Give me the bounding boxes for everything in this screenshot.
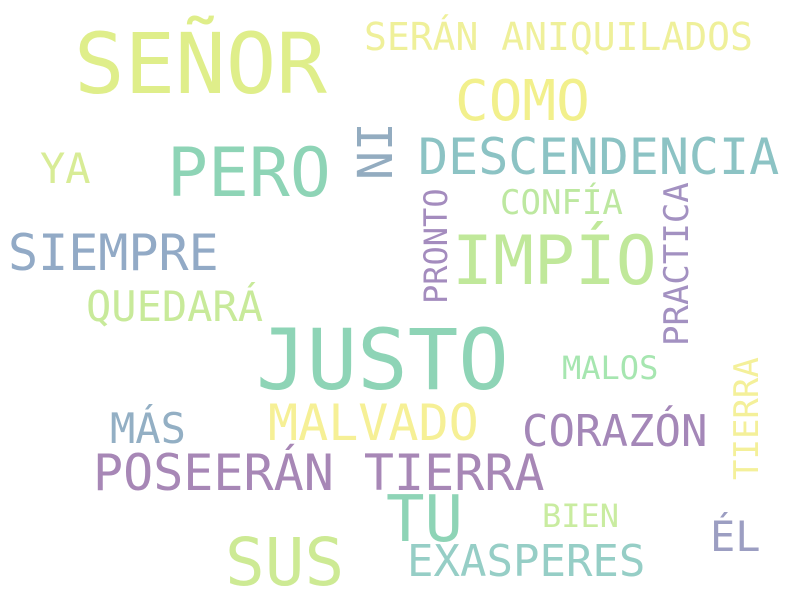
word-quedara: QUEDARÁ bbox=[86, 282, 264, 331]
word-mas: MÁS bbox=[110, 404, 186, 453]
word-ya: YA bbox=[40, 144, 91, 193]
word-confia: CONFÍA bbox=[500, 183, 623, 223]
word-bien: BIEN bbox=[542, 497, 620, 535]
word-como: COMO bbox=[455, 69, 590, 134]
word-ni: NI bbox=[348, 122, 404, 180]
word-el: ÉL bbox=[710, 512, 761, 561]
word-tierra-vertical: TIERRA bbox=[727, 357, 767, 480]
word-pero: PERO bbox=[167, 134, 331, 213]
word-exasperes: EXASPERES bbox=[407, 536, 646, 587]
word-malos: MALOS bbox=[562, 349, 659, 387]
word-impio: IMPÍO bbox=[452, 222, 657, 301]
word-siempre: SIEMPRE bbox=[8, 224, 219, 282]
word-tu: TU bbox=[386, 483, 464, 557]
word-senor: SEÑOR bbox=[74, 15, 327, 113]
word-justo: JUSTO bbox=[256, 311, 509, 409]
word-malvado: MALVADO bbox=[268, 394, 479, 452]
word-descendencia: DESCENDENCIA bbox=[418, 128, 780, 186]
word-corazon: CORAZÓN bbox=[522, 406, 708, 457]
word-practica: PRACTICA bbox=[657, 182, 697, 346]
word-pronto: PRONTO bbox=[417, 188, 455, 304]
word-seran-aniquilados: SERÁN ANIQUILADOS bbox=[364, 15, 753, 59]
word-poseeran-tierra: POSEERÁN TIERRA bbox=[93, 444, 545, 502]
word-sus: SUS bbox=[225, 524, 345, 600]
